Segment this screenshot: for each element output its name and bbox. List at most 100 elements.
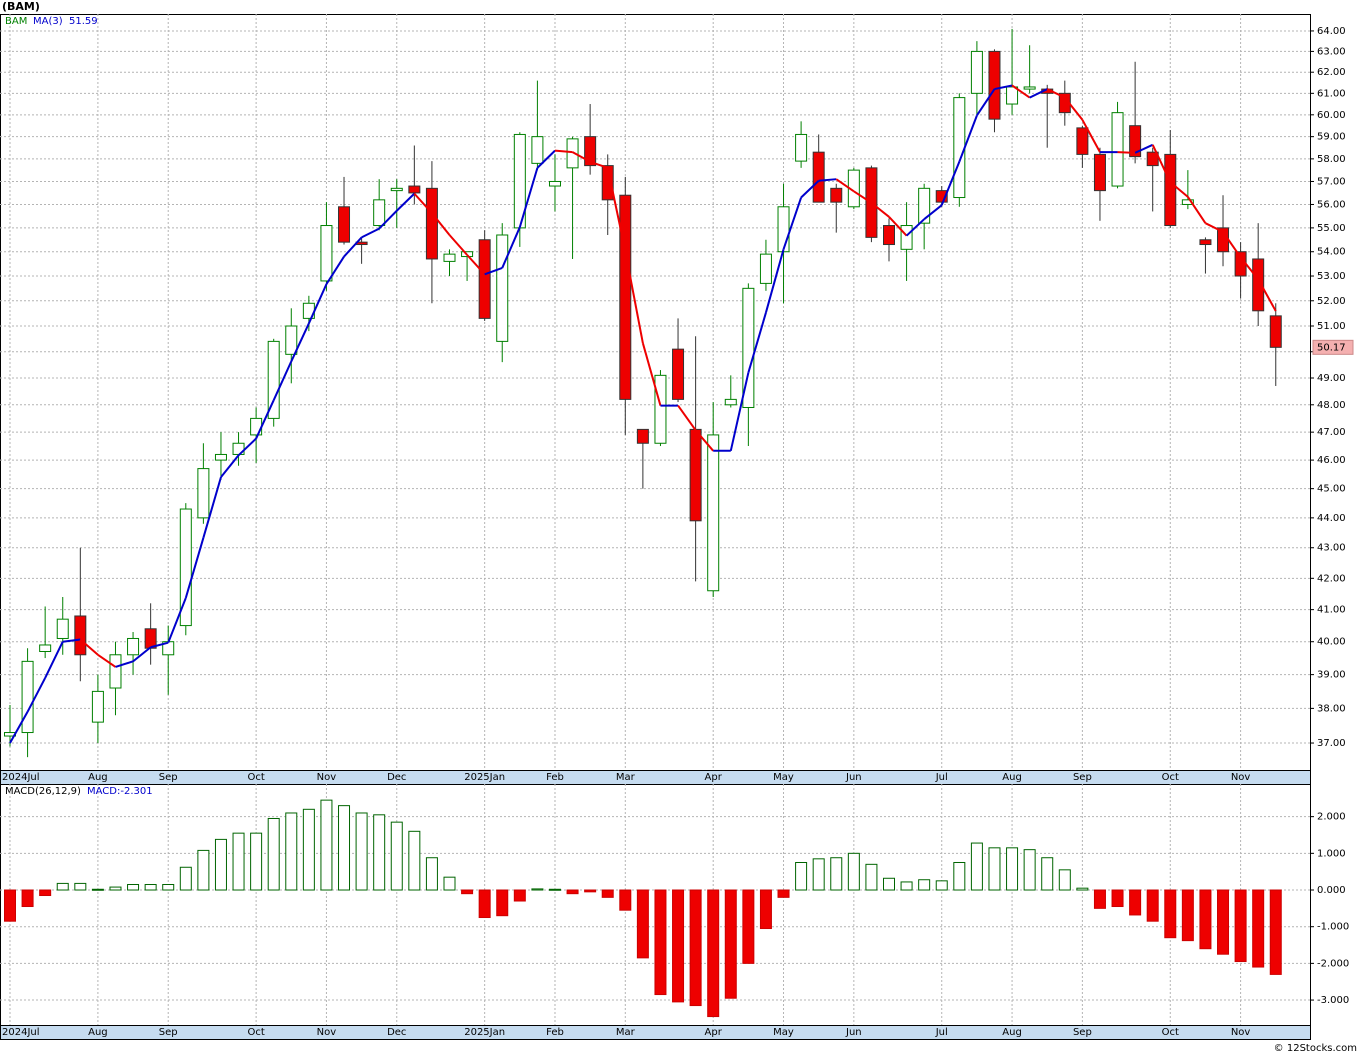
x-tick-label: Jun: [845, 772, 862, 783]
legend-entry: BAM: [5, 16, 27, 27]
candle-body: [672, 348, 685, 400]
candle-body: [830, 187, 843, 203]
ma-segment: [641, 342, 662, 406]
candle-body: [584, 136, 597, 167]
candle-body: [1023, 86, 1036, 90]
legend-entry: MA(3): [33, 16, 63, 27]
candle-body: [478, 239, 491, 319]
macd-bar: [214, 838, 227, 891]
ma-segment: [272, 360, 293, 401]
candle-body: [953, 97, 966, 199]
macd-bar: [39, 889, 52, 897]
candle-body: [425, 187, 438, 260]
ma-segment: [782, 197, 803, 250]
candle-body: [21, 660, 34, 734]
candle-body: [935, 190, 948, 203]
y-tick-label: 39.00: [1317, 670, 1346, 681]
candle-body: [127, 637, 140, 656]
ma-segment: [1222, 231, 1242, 258]
macd-bar: [1058, 869, 1071, 891]
macd-bar: [970, 842, 983, 891]
ma-segment: [1064, 96, 1084, 121]
y-tick-label: 51.00: [1317, 321, 1346, 332]
ma-segment: [1187, 196, 1207, 224]
macd-bar: [1164, 889, 1177, 939]
y-tick-label: 62.00: [1317, 67, 1346, 78]
macd-bar: [1023, 849, 1036, 891]
x-axis-band: [0, 770, 1311, 785]
candle-body: [285, 325, 298, 355]
y-tick-label: 44.00: [1317, 513, 1346, 524]
ma-segment: [184, 537, 205, 599]
candle-body: [742, 287, 755, 408]
macd-bar: [689, 889, 702, 1007]
candle-body: [724, 398, 737, 406]
last-price-label: 50.17: [1317, 342, 1346, 353]
ma-segment: [1257, 278, 1277, 312]
candle-body: [777, 206, 790, 253]
x-tick-label: Dec: [387, 1027, 406, 1038]
ma-segment: [1029, 88, 1048, 99]
y-tick-label: 42.00: [1317, 573, 1346, 584]
ma-segment: [1204, 222, 1224, 233]
ma-segment: [853, 190, 872, 204]
macd-bar: [302, 808, 315, 891]
macd-bar: [759, 889, 772, 930]
x-tick-label: Jun: [845, 1027, 862, 1038]
x-tick-label: Feb: [546, 772, 564, 783]
y-tick-label: 60.00: [1317, 110, 1346, 121]
ma-segment: [518, 167, 539, 228]
macd-bar: [918, 879, 931, 891]
ma-segment: [958, 115, 978, 163]
y-tick-label: 56.00: [1317, 199, 1346, 210]
candle-body: [1234, 251, 1247, 277]
ma-segment: [976, 88, 996, 117]
ma-segment: [484, 267, 503, 276]
ma-segment: [378, 210, 398, 230]
candle-body: [1199, 239, 1212, 246]
y-tick-label: 54.00: [1317, 247, 1346, 258]
macd-bar: [548, 888, 561, 891]
ma-segment: [694, 429, 714, 452]
macd-bar: [1006, 847, 1019, 891]
x-tick-label: May: [773, 1027, 794, 1038]
macd-bar: [531, 888, 544, 891]
macd-bar: [4, 889, 16, 922]
ma-segment: [466, 254, 486, 275]
ma-segment: [79, 638, 99, 656]
ma-segment: [9, 711, 29, 744]
candle-body: [531, 136, 544, 164]
macd-bar: [883, 877, 895, 891]
y-tick-label: 1.000: [1317, 848, 1346, 859]
x-axis-band: [0, 1025, 1311, 1040]
ma-segment: [818, 178, 837, 182]
candle-body: [320, 225, 333, 282]
ma-segment: [115, 660, 134, 668]
candle-body: [707, 434, 720, 592]
macd-bar: [1041, 857, 1054, 891]
macd-bar: [865, 863, 878, 891]
macd-bar: [74, 882, 87, 891]
macd-bar: [21, 889, 34, 908]
ma-segment: [1117, 151, 1136, 154]
chart-title: (BAM): [2, 0, 40, 13]
macd-bar: [812, 858, 825, 891]
y-tick-label: 47.00: [1317, 427, 1346, 438]
x-tick-label: Sep: [159, 772, 178, 783]
ma-segment: [923, 204, 943, 220]
candle-body: [109, 654, 122, 689]
x-tick-label: Jul: [935, 1027, 948, 1038]
x-tick-label: Aug: [88, 772, 108, 783]
x-tick-label: 2024Jul: [2, 1027, 40, 1038]
macd-bar: [1076, 887, 1089, 891]
macd-bar: [654, 889, 667, 996]
ma-segment: [237, 437, 257, 457]
x-tick-label: Nov: [1231, 772, 1251, 783]
macd-bar: [847, 852, 860, 891]
candle-body: [443, 253, 456, 262]
ma-segment: [501, 226, 521, 269]
macd-bar: [390, 821, 403, 891]
macd-bar: [707, 889, 720, 1018]
macd-bar: [56, 882, 69, 891]
